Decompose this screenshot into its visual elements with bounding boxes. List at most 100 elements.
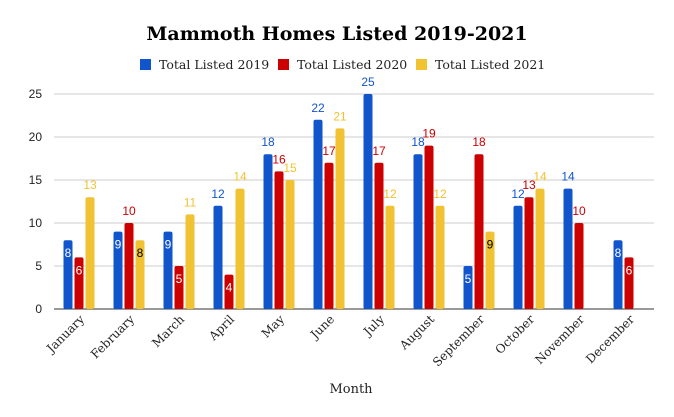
legend-label-2: Total Listed 2021 [435, 57, 545, 72]
x-tick-label: December [583, 312, 637, 366]
x-tick-label: November [532, 312, 587, 367]
data-label-0-1: 9 [115, 238, 122, 252]
y-tick-label: 0 [35, 302, 42, 316]
y-tick-label: 10 [29, 216, 43, 230]
data-label-0-9: 12 [511, 187, 525, 201]
data-label-2-9: 14 [533, 170, 547, 184]
data-label-0-0: 8 [65, 246, 72, 260]
bar-0-10 [563, 188, 573, 309]
bar-1-2 [174, 266, 184, 309]
data-label-1-6: 17 [372, 144, 386, 158]
data-label-0-8: 5 [465, 272, 472, 286]
legend-swatch-2 [416, 59, 427, 70]
y-tick-label: 15 [29, 173, 43, 187]
x-tick-label: October [492, 312, 537, 357]
bars [63, 94, 634, 309]
x-axis-title: Month [329, 382, 373, 397]
data-label-1-7: 19 [422, 127, 436, 141]
data-label-0-5: 22 [311, 101, 325, 115]
bar-1-9 [524, 197, 534, 309]
bar-2-6 [385, 205, 395, 309]
data-label-1-8: 18 [472, 135, 486, 149]
data-label-2-8: 9 [487, 238, 494, 252]
bar-0-4 [263, 154, 273, 309]
y-tick-label: 25 [29, 87, 43, 101]
bar-0-7 [413, 154, 423, 309]
data-label-2-2: 11 [184, 195, 197, 209]
legend-label-0: Total Listed 2019 [159, 57, 269, 72]
gridlines [54, 93, 654, 310]
data-label-0-3: 12 [211, 187, 225, 201]
bar-0-1 [113, 231, 123, 309]
bar-2-4 [285, 180, 295, 309]
data-label-1-1: 10 [122, 204, 136, 218]
data-label-0-2: 9 [165, 238, 172, 252]
y-tick-label: 5 [35, 259, 42, 273]
bar-1-8 [474, 154, 484, 309]
x-tick-label: February [88, 312, 137, 361]
x-tick-label: September [430, 312, 487, 369]
bar-0-3 [213, 205, 223, 309]
data-label-0-7: 18 [411, 135, 425, 149]
data-label-2-0: 13 [83, 178, 97, 192]
x-tick-label: June [306, 312, 337, 343]
bar-1-5 [324, 162, 334, 309]
y-axis: 0 5 10 15 20 25 [29, 87, 43, 316]
x-tick-label: March [149, 312, 187, 350]
x-tick-label: April [205, 312, 237, 344]
y-tick-label: 20 [29, 130, 43, 144]
x-axis: January February March April May June July Augu… [43, 312, 638, 369]
data-label-1-10: 10 [572, 204, 586, 218]
bar-1-4 [274, 171, 284, 309]
legend: Total Listed 2019 Total Listed 2020 Total … [140, 57, 545, 72]
bar-0-6 [363, 94, 373, 309]
data-label-2-4: 15 [283, 161, 297, 175]
data-label-2-6: 12 [383, 187, 397, 201]
data-label-1-5: 17 [322, 144, 336, 158]
bar-1-0 [74, 257, 84, 309]
data-label-1-2: 5 [176, 272, 183, 286]
data-label-0-10: 14 [561, 170, 575, 184]
bar-2-0 [85, 197, 95, 309]
data-label-1-9: 13 [522, 178, 536, 192]
bar-2-7 [435, 205, 445, 309]
bar-0-9 [513, 205, 523, 309]
bar-1-6 [374, 162, 384, 309]
data-label-0-4: 18 [261, 135, 275, 149]
data-label-1-3: 4 [226, 281, 233, 295]
data-label-2-5: 21 [333, 109, 347, 123]
data-label-2-3: 14 [233, 170, 247, 184]
x-tick-label: January [43, 312, 88, 357]
bar-2-8 [485, 231, 495, 309]
legend-swatch-0 [140, 59, 151, 70]
legend-label-1: Total Listed 2020 [297, 57, 407, 72]
bar-1-1 [124, 223, 134, 309]
bar-1-7 [424, 145, 434, 309]
bar-0-0 [63, 240, 73, 309]
bar-2-9 [535, 188, 545, 309]
x-tick-label: May [259, 312, 288, 341]
data-label-1-4: 16 [272, 152, 286, 166]
data-label-1-11: 6 [626, 263, 633, 277]
data-label-2-1: 8 [137, 246, 144, 260]
bar-2-3 [235, 188, 245, 309]
bar-0-2 [163, 231, 173, 309]
bar-0-5 [313, 119, 323, 309]
bar-0-8 [463, 266, 473, 309]
bar-1-11 [624, 257, 634, 309]
bar-2-2 [185, 214, 195, 309]
data-label-1-0: 6 [76, 263, 83, 277]
bar-1-3 [224, 274, 234, 309]
x-tick-label: July [359, 312, 387, 340]
data-label-2-7: 12 [433, 187, 447, 201]
bar-0-11 [613, 240, 623, 309]
data-label-0-6: 25 [361, 75, 375, 89]
bar-1-10 [574, 223, 584, 309]
x-tick-label: August [396, 312, 437, 353]
legend-swatch-1 [278, 59, 289, 70]
data-labels: 8613910895111241418161522172125171218191… [65, 75, 633, 295]
bar-2-5 [335, 128, 345, 309]
bar-2-1 [135, 240, 145, 309]
chart-title: Mammoth Homes Listed 2019-2021 [146, 23, 527, 45]
